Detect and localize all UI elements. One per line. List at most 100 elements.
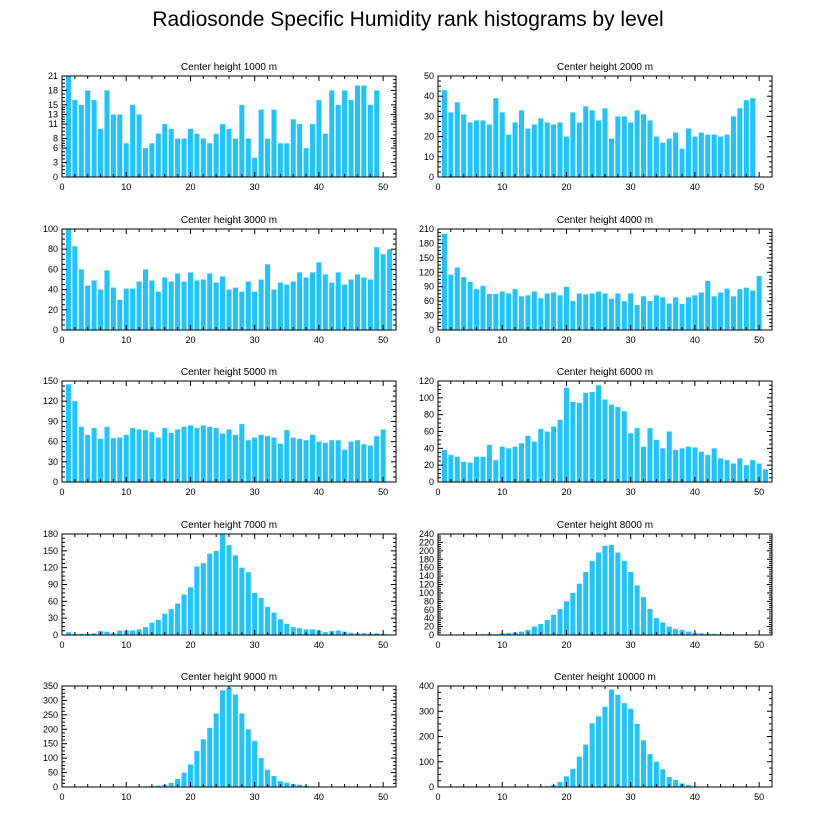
histogram-bar — [441, 450, 447, 482]
histogram-bar — [570, 592, 576, 635]
x-tick-label: 20 — [561, 640, 571, 650]
histogram-bar — [130, 428, 136, 482]
y-tick-label: 140 — [419, 571, 434, 581]
histogram-bar — [207, 553, 213, 635]
x-tick-label: 30 — [250, 182, 260, 192]
histogram-bar — [506, 632, 512, 635]
histogram-bar — [608, 544, 614, 635]
y-tick-label: 20 — [48, 305, 58, 315]
histogram-bar — [271, 109, 277, 177]
histogram-bar — [194, 133, 200, 177]
histogram-bar — [72, 246, 78, 330]
histogram-bar — [65, 76, 71, 177]
histogram-bar — [194, 280, 200, 330]
y-tick-label: 250 — [43, 710, 58, 720]
histogram-bar — [441, 90, 447, 177]
histogram-bar — [628, 571, 634, 636]
histogram-bar — [168, 281, 174, 330]
histogram-bar — [155, 619, 161, 635]
histogram-bar — [194, 750, 200, 787]
page-title: Radiosonde Specific Humidity rank histog… — [152, 8, 664, 31]
histogram-bar — [271, 776, 277, 787]
y-tick-label: 30 — [424, 111, 434, 121]
histogram-bar — [245, 281, 251, 330]
histogram-bar — [461, 461, 467, 482]
y-tick-label: 0 — [53, 477, 58, 487]
histogram-bar — [653, 618, 659, 635]
y-tick-label: 60 — [424, 296, 434, 306]
histogram-bar — [583, 571, 589, 636]
histogram-bar — [596, 385, 602, 482]
histogram-bar — [583, 392, 589, 482]
histogram-panel-9: Center height 9000 m 0 10 20 30 40 50 0 50 100 150… — [43, 672, 397, 802]
x-tick-label: 50 — [378, 335, 388, 345]
histogram-bar — [718, 136, 724, 177]
histogram-bar — [448, 274, 454, 330]
histogram-bar — [322, 274, 328, 330]
histogram-bar — [628, 708, 634, 787]
histogram-bar — [361, 444, 367, 482]
histogram-bar — [544, 431, 550, 482]
x-tick-label: 0 — [59, 640, 64, 650]
histogram-bar — [608, 689, 614, 787]
histogram-bar — [518, 110, 525, 177]
histogram-bar — [284, 623, 290, 635]
histogram-bar — [361, 85, 367, 177]
x-tick-label: 30 — [250, 487, 260, 497]
histogram-bar — [207, 727, 213, 787]
panel-title: Center height 6000 m — [557, 367, 653, 378]
histogram-bar — [685, 631, 692, 635]
histogram-bar — [621, 703, 627, 787]
histogram-bar — [525, 128, 531, 177]
panel-title: Center height 2000 m — [557, 62, 653, 73]
x-tick-label: 40 — [314, 640, 324, 650]
histogram-bar — [316, 262, 322, 330]
histogram-bar — [641, 114, 647, 177]
histogram-bar — [544, 293, 550, 330]
histogram-bar — [245, 729, 251, 787]
histogram-bar — [117, 630, 123, 635]
histogram-bar — [335, 440, 341, 482]
histogram-bar — [155, 437, 161, 482]
histogram-bar — [232, 138, 238, 177]
histogram-bar — [367, 445, 373, 482]
histogram-bar — [78, 104, 84, 177]
histogram-bar — [265, 264, 271, 330]
y-tick-label: 0 — [53, 172, 58, 182]
histogram-bar — [608, 138, 614, 177]
y-tick-label: 150 — [419, 253, 434, 263]
x-tick-label: 50 — [754, 335, 764, 345]
histogram-bar — [461, 114, 467, 177]
histogram-panel-8: Center height 8000 m0 10 20 30 40 50020406080… — [419, 520, 773, 650]
histogram-bar — [175, 429, 181, 482]
histogram-bar — [685, 446, 692, 482]
y-tick-label: 300 — [43, 695, 58, 705]
histogram-bar — [78, 426, 84, 482]
histogram-bar — [692, 136, 698, 177]
histogram-bar — [322, 442, 328, 482]
histogram-bar — [557, 608, 563, 635]
histogram-bar — [265, 769, 271, 787]
histogram-bar — [486, 293, 492, 330]
histogram-bar — [290, 119, 296, 177]
y-tick-label: 40 — [424, 443, 434, 453]
histogram-bar — [303, 440, 309, 482]
y-tick-label: 120 — [419, 376, 434, 386]
y-tick-label: 150 — [43, 739, 58, 749]
histogram-bar — [85, 285, 91, 330]
x-tick-label: 40 — [314, 182, 324, 192]
y-tick-label: 80 — [424, 410, 434, 420]
histogram-bar — [570, 768, 576, 787]
histogram-bar — [506, 448, 512, 482]
y-tick-label: 60 — [424, 427, 434, 437]
y-tick-label: 200 — [43, 724, 58, 734]
histogram-bar — [335, 272, 341, 330]
histogram-bar — [104, 631, 110, 635]
histogram-bar — [98, 289, 104, 330]
histogram-bar — [615, 407, 621, 482]
histogram-bar — [576, 583, 582, 635]
histogram-bar — [570, 112, 576, 177]
histogram-bar — [531, 291, 537, 330]
histogram-bar — [329, 90, 335, 177]
histogram-bar — [297, 628, 303, 635]
